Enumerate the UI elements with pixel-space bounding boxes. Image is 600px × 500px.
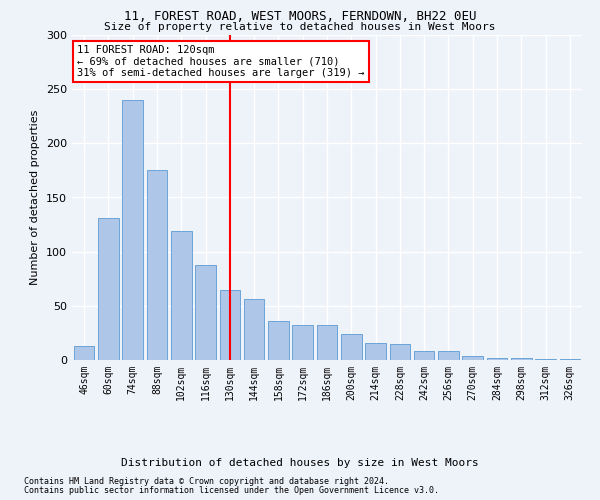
- Bar: [535, 359, 556, 360]
- Bar: [244, 300, 265, 360]
- Bar: [414, 352, 434, 360]
- Text: Contains HM Land Registry data © Crown copyright and database right 2024.: Contains HM Land Registry data © Crown c…: [24, 478, 389, 486]
- Bar: [341, 334, 362, 360]
- Text: Contains public sector information licensed under the Open Government Licence v3: Contains public sector information licen…: [24, 486, 439, 495]
- Bar: [317, 326, 337, 360]
- Bar: [146, 170, 167, 360]
- Text: 11, FOREST ROAD, WEST MOORS, FERNDOWN, BH22 0EU: 11, FOREST ROAD, WEST MOORS, FERNDOWN, B…: [124, 10, 476, 23]
- Bar: [195, 264, 216, 360]
- Bar: [268, 321, 289, 360]
- Bar: [98, 218, 119, 360]
- Text: Size of property relative to detached houses in West Moors: Size of property relative to detached ho…: [104, 22, 496, 32]
- Bar: [292, 326, 313, 360]
- Bar: [487, 358, 508, 360]
- Bar: [74, 346, 94, 360]
- Bar: [171, 231, 191, 360]
- Bar: [365, 342, 386, 360]
- Bar: [463, 356, 483, 360]
- Bar: [438, 352, 459, 360]
- Text: 11 FOREST ROAD: 120sqm
← 69% of detached houses are smaller (710)
31% of semi-de: 11 FOREST ROAD: 120sqm ← 69% of detached…: [77, 45, 365, 78]
- Y-axis label: Number of detached properties: Number of detached properties: [31, 110, 40, 285]
- Bar: [122, 100, 143, 360]
- Bar: [220, 290, 240, 360]
- Bar: [511, 358, 532, 360]
- Bar: [389, 344, 410, 360]
- Bar: [560, 359, 580, 360]
- Text: Distribution of detached houses by size in West Moors: Distribution of detached houses by size …: [121, 458, 479, 468]
